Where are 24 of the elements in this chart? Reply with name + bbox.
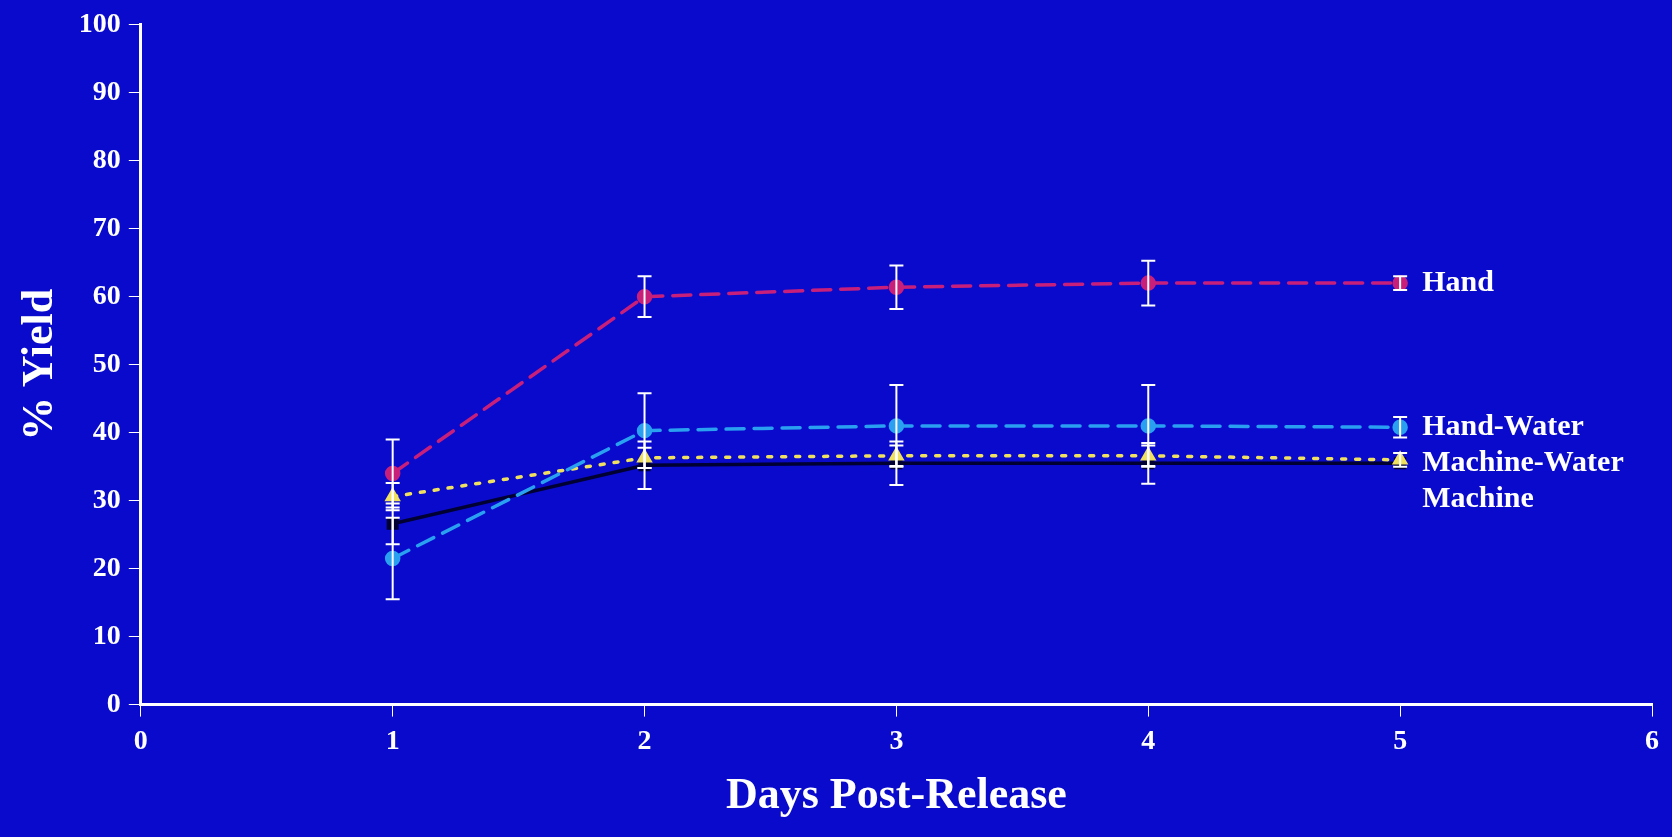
y-tick-label: 30	[92, 482, 121, 514]
y-tick-label: 0	[106, 686, 121, 718]
x-tick-label: 6	[1645, 723, 1659, 755]
y-tick-label: 60	[92, 278, 121, 310]
x-tick-label: 5	[1393, 723, 1408, 755]
x-tick-label: 3	[889, 723, 904, 755]
x-axis-title: Days Post-Release	[725, 768, 1067, 818]
series-label: Hand	[1422, 263, 1495, 297]
y-tick-label: 20	[92, 550, 121, 582]
y-tick-label: 100	[78, 7, 121, 39]
series-label: Hand-Water	[1422, 407, 1584, 441]
x-tick-label: 4	[1141, 723, 1156, 755]
series-label: Machine	[1422, 479, 1534, 513]
y-tick-label: 90	[92, 75, 121, 107]
y-tick-label: 80	[92, 142, 121, 174]
y-tick-label: 10	[92, 618, 121, 650]
y-tick-label: 70	[92, 210, 121, 242]
x-tick-label: 1	[385, 723, 400, 755]
x-tick-label: 0	[133, 723, 148, 755]
y-tick-label: 40	[92, 414, 121, 446]
series-label: Machine-Water	[1422, 443, 1624, 477]
x-tick-label: 2	[637, 723, 652, 755]
y-axis-title: % Yield	[12, 288, 62, 441]
y-tick-label: 50	[92, 346, 121, 378]
